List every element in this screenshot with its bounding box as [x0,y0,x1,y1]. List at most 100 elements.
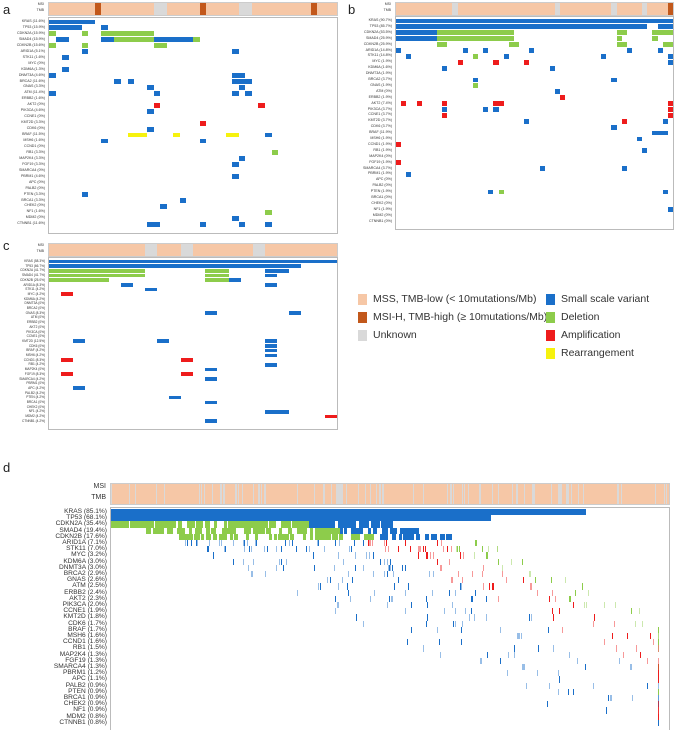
gene-name: BRCA2 [368,77,381,81]
gene-percent: 1.6% [89,638,105,646]
unknown-segment [446,484,448,504]
unknown-segment [220,484,222,504]
gene-label: RB1 (1.9%) [373,147,392,152]
unknown-segment [461,484,463,504]
unknown-segment [533,484,535,504]
gene-label: CCND1 (8.3%) [23,357,45,362]
alteration-mark-a [388,546,390,553]
gene-percent: 15.9% [33,36,44,41]
gene-name: MDM2 [25,414,35,419]
unknown-segment [464,484,466,504]
alteration-mark-d [377,521,381,528]
alteration-mark-d [410,527,414,534]
gene-name: DNMT3A [58,563,86,571]
alteration-mark-d [372,521,376,528]
alteration-mark-v [348,546,350,553]
gene-label: PBRM1 (0%) [26,381,45,386]
gene-name: BRAF [68,625,86,633]
gene-percent: 7.1% [89,539,105,546]
alteration-mark-v [155,521,159,528]
alteration-mark-d [485,552,487,559]
alteration-mark-v [49,19,82,25]
alteration-mark-d [271,150,279,156]
unknown-segment [665,484,667,504]
alteration-mark-a [449,558,451,565]
gene-percent: 8.3% [36,371,44,376]
alteration-mark-v [249,546,251,553]
alteration-mark-d [365,521,369,528]
alteration-mark-a [385,540,387,547]
alteration-mark-v [306,546,308,553]
gene-label: MSH6 (1.6%) [23,138,45,142]
alteration-mark-v [334,608,336,615]
alteration-mark-v [401,564,403,571]
alteration-mark-a [327,527,331,534]
alteration-mark-v [389,558,391,565]
alteration-mark-a [291,521,296,528]
alteration-mark-a [559,608,561,615]
alteration-mark-a [295,521,299,528]
gene-percent: 1.3% [89,650,105,658]
unknown-segment [617,484,619,504]
alteration-mark-v [182,533,186,540]
gene-name: NF1 [28,409,35,414]
alteration-mark-v [221,527,225,534]
alteration-mark-v [621,166,627,171]
unknown-segment [480,484,482,504]
alteration-mark-v [169,521,174,528]
alteration-mark-v [187,540,189,547]
alteration-mark-v [265,339,277,344]
alteration-mark-d [528,571,530,578]
gene-label: KRAS (58.3%) [24,259,45,263]
deletion-swatch [546,311,555,323]
alteration-mark-v [153,37,200,43]
gene-name: CCNE1 [26,334,38,339]
gene-label: SMARCA4 (4.2%) [19,376,45,381]
alteration-mark-d [657,688,659,695]
alteration-mark-v [637,136,643,142]
gene-name: CCND1 [23,357,35,362]
gene-label: CHEK2 (0%) [371,200,392,205]
alteration-mark-v [254,533,259,540]
gene-percent: 0% [39,334,44,339]
alteration-mark-a [397,546,399,553]
gene-name: MAP2K4 [369,153,384,158]
alteration-mark-v [391,564,393,571]
alteration-mark-v [49,259,337,264]
gene-label: CDKN2B (25.0%) [20,277,45,282]
alteration-mark-a [368,527,372,534]
unknown-segment [365,484,367,504]
gene-percent: 14.8% [380,53,391,58]
gene-label: CHEK2 (0.9%) [63,700,107,708]
alteration-mark-a [560,95,566,101]
unknown-segment [336,484,338,504]
alteration-mark-v [248,564,250,571]
msi-label: MSI [384,2,391,6]
gene-label: CDKN2A (53.5%) [364,29,392,34]
alteration-mark-a [337,521,341,528]
gene-name: BRAF [369,130,379,135]
alteration-mark-v [514,645,516,652]
gene-percent: 41.7% [34,273,44,278]
gene-percent: 3.7% [382,112,391,117]
gene-label: PBRM1 (1.9%) [368,171,392,176]
alteration-mark-v [335,540,337,547]
alteration-mark-a [657,701,659,708]
gene-label: STK11 (14.8%) [367,53,392,58]
alteration-mark-v [73,339,85,344]
alteration-mark-d [535,577,537,584]
gene-percent: 8.3% [36,310,44,315]
alteration-mark-v [474,589,476,596]
gene-label: KDM6A (1.6%) [368,65,392,70]
gene-percent: 2.0% [89,601,105,608]
alteration-mark-d [361,521,365,528]
gene-percent: 5.1% [35,48,44,53]
alteration-mark-v [273,533,277,540]
gene-percent: 68.1% [86,514,105,522]
gene-label: BRAF (11.9%) [369,130,392,135]
msi-label: MSI [93,483,106,490]
alteration-mark-v [464,608,466,615]
alteration-mark-a [153,102,161,108]
gene-percent: 0% [38,215,44,220]
